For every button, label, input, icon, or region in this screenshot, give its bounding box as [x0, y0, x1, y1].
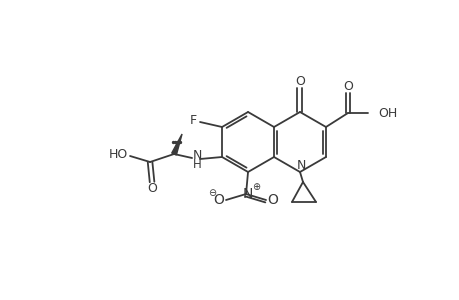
Text: F: F: [189, 113, 196, 127]
Text: ⊖: ⊖: [207, 188, 216, 198]
Text: N: N: [192, 148, 202, 161]
Text: N: N: [242, 187, 252, 201]
Text: O: O: [294, 74, 304, 88]
Text: O: O: [213, 193, 224, 207]
Text: O: O: [267, 193, 278, 207]
Polygon shape: [171, 134, 182, 155]
Text: ⊕: ⊕: [252, 182, 259, 192]
Text: OH: OH: [377, 106, 397, 119]
Text: H: H: [192, 158, 201, 170]
Text: O: O: [342, 80, 352, 92]
Text: O: O: [147, 182, 157, 196]
Text: N: N: [296, 158, 305, 172]
Text: HO: HO: [108, 148, 128, 160]
